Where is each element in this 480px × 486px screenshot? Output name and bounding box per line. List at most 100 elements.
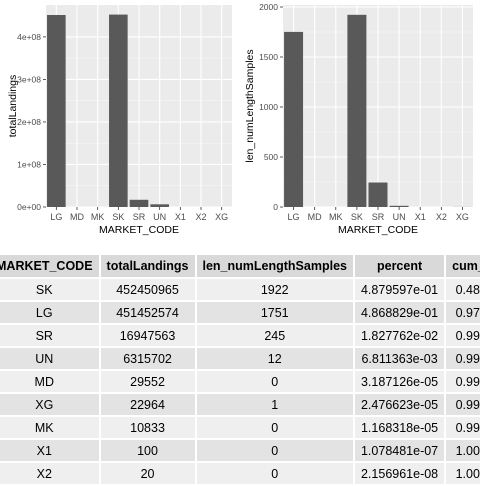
y-tick-label: 1500	[259, 52, 278, 62]
x-tick-label: X2	[436, 212, 447, 222]
table-cell: 1922	[197, 279, 353, 300]
table-body: SK45245096519224.879597e-010.487959LG451…	[0, 279, 480, 484]
table-cell: 0.993120	[446, 325, 480, 346]
market-code-table-wrap: MARKET_CODE totalLandings len_numLengthS…	[0, 253, 480, 486]
x-tick-label: MK	[91, 212, 105, 222]
table-cell: 0.487959	[446, 279, 480, 300]
bar	[390, 206, 409, 207]
table-cell: 1.827762e-02	[355, 325, 444, 346]
table-cell: 452450965	[101, 279, 195, 300]
bar	[369, 183, 388, 208]
x-tick-label: XG	[456, 212, 469, 222]
table-cell: 2.476623e-05	[355, 394, 444, 415]
bar	[109, 15, 128, 207]
y-tick-label: 0e+00	[17, 202, 41, 212]
table-cell: 1751	[197, 302, 353, 323]
header-len-num-length-samples: len_numLengthSamples	[197, 255, 353, 277]
y-tick-label: 2000	[259, 2, 278, 12]
y-tick-label: 3e+08	[17, 74, 41, 84]
x-tick-label: SK	[112, 212, 124, 222]
table-cell: 6315702	[101, 348, 195, 369]
bar	[347, 15, 366, 207]
table-header-row: MARKET_CODE totalLandings len_numLengthS…	[0, 255, 480, 277]
table-cell: 20	[101, 463, 195, 484]
table-cell: 1.000000	[446, 440, 480, 461]
table-cell: 1.078481e-07	[355, 440, 444, 461]
table-cell: 10833	[101, 417, 195, 438]
table-cell: 3.187126e-05	[355, 371, 444, 392]
y-tick-label: 500	[264, 152, 278, 162]
table-cell: SK	[0, 279, 99, 300]
x-tick-label: LG	[50, 212, 62, 222]
header-market-code: MARKET_CODE	[0, 255, 99, 277]
table-cell: 2.156961e-08	[355, 463, 444, 484]
table-cell: MK	[0, 417, 99, 438]
header-total-landings: totalLandings	[101, 255, 195, 277]
x-tick-label: UN	[393, 212, 406, 222]
x-tick-label: X1	[175, 212, 186, 222]
x-tick-label: MD	[308, 212, 322, 222]
table-cell: 0	[197, 371, 353, 392]
table-cell: 1.168318e-05	[355, 417, 444, 438]
table-cell: 4.879597e-01	[355, 279, 444, 300]
table-cell: 29552	[101, 371, 195, 392]
header-percent: percent	[355, 255, 444, 277]
y-tick-label: 2e+08	[17, 117, 41, 127]
table-cell: 1	[197, 394, 353, 415]
x-axis-title: MARKET_CODE	[338, 224, 418, 236]
table-cell: 245	[197, 325, 353, 346]
table-cell: LG	[0, 302, 99, 323]
table-cell: MD	[0, 371, 99, 392]
x-tick-label: UN	[153, 212, 166, 222]
x-tick-label: X2	[195, 212, 206, 222]
table-cell: 1.000000	[446, 463, 480, 484]
table-cell: 451452574	[101, 302, 195, 323]
bar	[284, 32, 303, 207]
header-cum-perc: cum_perc	[446, 255, 480, 277]
x-tick-label: LG	[288, 212, 300, 222]
bar	[130, 200, 149, 207]
table-cell: 0.999963	[446, 371, 480, 392]
y-axis-title: totalLandings	[7, 75, 19, 137]
table-cell: UN	[0, 348, 99, 369]
x-tick-label: SR	[372, 212, 385, 222]
x-tick-label: XG	[215, 212, 228, 222]
table-cell: 0.999931	[446, 348, 480, 369]
table-cell: 0	[197, 440, 353, 461]
x-tick-label: SR	[133, 212, 146, 222]
table-cell: SR	[0, 325, 99, 346]
table-cell: 0.999999	[446, 417, 480, 438]
y-tick-label: 0	[273, 202, 278, 212]
table-cell: 0	[197, 463, 353, 484]
y-tick-label: 4e+08	[17, 32, 41, 42]
x-tick-label: MD	[70, 212, 84, 222]
x-tick-label: X1	[415, 212, 426, 222]
table-cell: X2	[0, 463, 99, 484]
table-cell: 0.999988	[446, 394, 480, 415]
x-axis-title: MARKET_CODE	[99, 224, 179, 236]
table-cell: 4.868829e-01	[355, 302, 444, 323]
table-cell: 100	[101, 440, 195, 461]
table-cell: 0.974842	[446, 302, 480, 323]
x-tick-label: SK	[351, 212, 363, 222]
y-axis-title: len_numLengthSamples	[244, 49, 256, 162]
bar	[150, 204, 169, 207]
market-code-table: MARKET_CODE totalLandings len_numLengthS…	[0, 253, 480, 486]
table-cell: 12	[197, 348, 353, 369]
y-tick-label: 1000	[259, 102, 278, 112]
bar	[47, 15, 66, 207]
table-cell: XG	[0, 394, 99, 415]
